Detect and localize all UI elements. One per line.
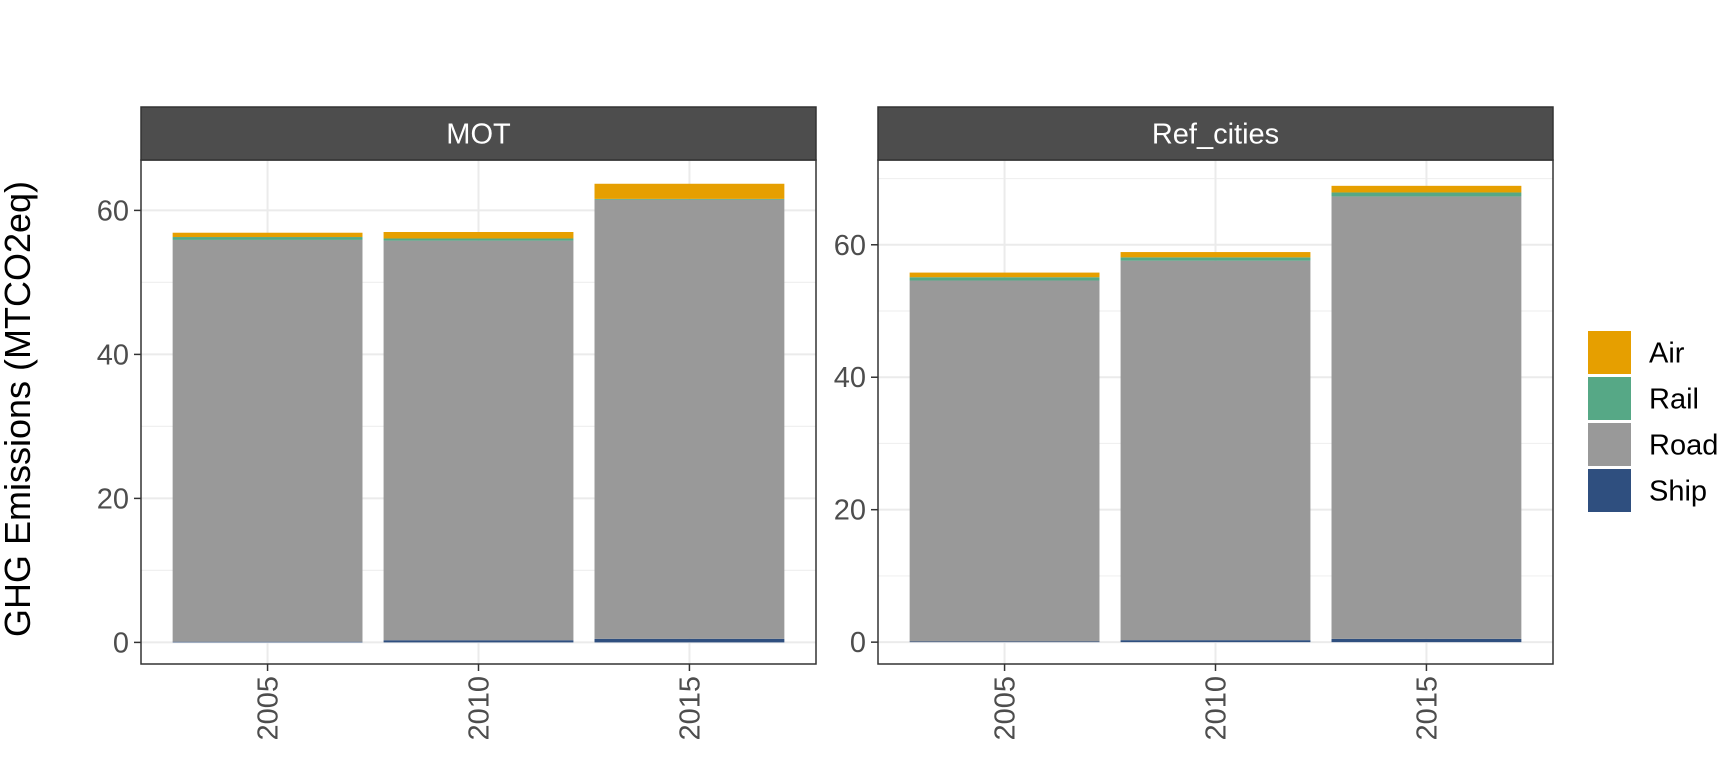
x-tick-label: 2015: [1411, 676, 1443, 741]
bar-ship-2015: [594, 638, 785, 643]
bar-ship-2005: [909, 641, 1100, 643]
bar-road-2010: [383, 240, 574, 641]
legend-key-rail: [1588, 377, 1631, 420]
y-tick-label: 0: [850, 627, 866, 659]
bar-road-2005: [172, 239, 363, 642]
legend-label-ship: Ship: [1649, 476, 1707, 508]
bar-road-2015: [594, 199, 785, 639]
bar-air-2010: [383, 232, 574, 239]
bar-ship-2010: [1120, 640, 1311, 643]
bar-air-2005: [172, 232, 363, 238]
bar-ship-2010: [383, 640, 574, 643]
bar-rail-2015: [1331, 192, 1522, 197]
y-tick-label: 20: [97, 483, 129, 515]
bar-air-2015: [594, 183, 785, 199]
legend-label-road: Road: [1649, 430, 1718, 462]
legend-key-ship: [1588, 469, 1631, 512]
y-axis-label: GHG Emissions (MTCO2eq): [0, 181, 38, 637]
y-tick-label: 40: [97, 339, 129, 371]
x-tick-label: 2015: [674, 676, 706, 741]
bar-rail-2010: [1120, 257, 1311, 261]
legend-label-air: Air: [1649, 338, 1685, 370]
legend-key-road: [1588, 423, 1631, 466]
bar-rail-2010: [383, 238, 574, 241]
bar-air-2015: [1331, 185, 1522, 193]
facet-strip: [877, 106, 1554, 161]
y-tick-label: 60: [834, 230, 866, 262]
bar-rail-2005: [909, 277, 1100, 281]
legend-key-air: [1588, 331, 1631, 374]
y-tick-label: 0: [113, 627, 129, 659]
bar-road-2005: [909, 280, 1100, 642]
facet-strip-label: Ref_cities: [1152, 119, 1279, 151]
bar-air-2010: [1120, 252, 1311, 258]
bar-road-2010: [1120, 260, 1311, 641]
x-tick-label: 2010: [1201, 676, 1233, 741]
x-tick-label: 2005: [253, 676, 285, 741]
x-tick-label: 2005: [990, 676, 1022, 741]
bar-rail-2005: [172, 237, 363, 240]
y-tick-label: 20: [834, 495, 866, 527]
bar-road-2015: [1331, 196, 1522, 639]
facet-strip-label: MOT: [446, 119, 511, 151]
bar-air-2005: [909, 272, 1100, 278]
bar-ship-2005: [172, 641, 363, 643]
x-tick-label: 2010: [464, 676, 496, 741]
panel-1: MOT 0 20 40 60 2005 2010 2015: [97, 106, 817, 741]
y-tick-label: 60: [97, 195, 129, 227]
panel-2: Ref_cities 0 20 40 60 2005 2010 2015: [834, 106, 1554, 741]
legend-label-rail: Rail: [1649, 384, 1699, 416]
facet-strip: [140, 106, 817, 161]
bar-ship-2015: [1331, 638, 1522, 643]
legend: Air Rail Road Ship: [1588, 331, 1718, 512]
y-tick-label: 40: [834, 362, 866, 394]
bar-rail-2015: [594, 198, 785, 200]
